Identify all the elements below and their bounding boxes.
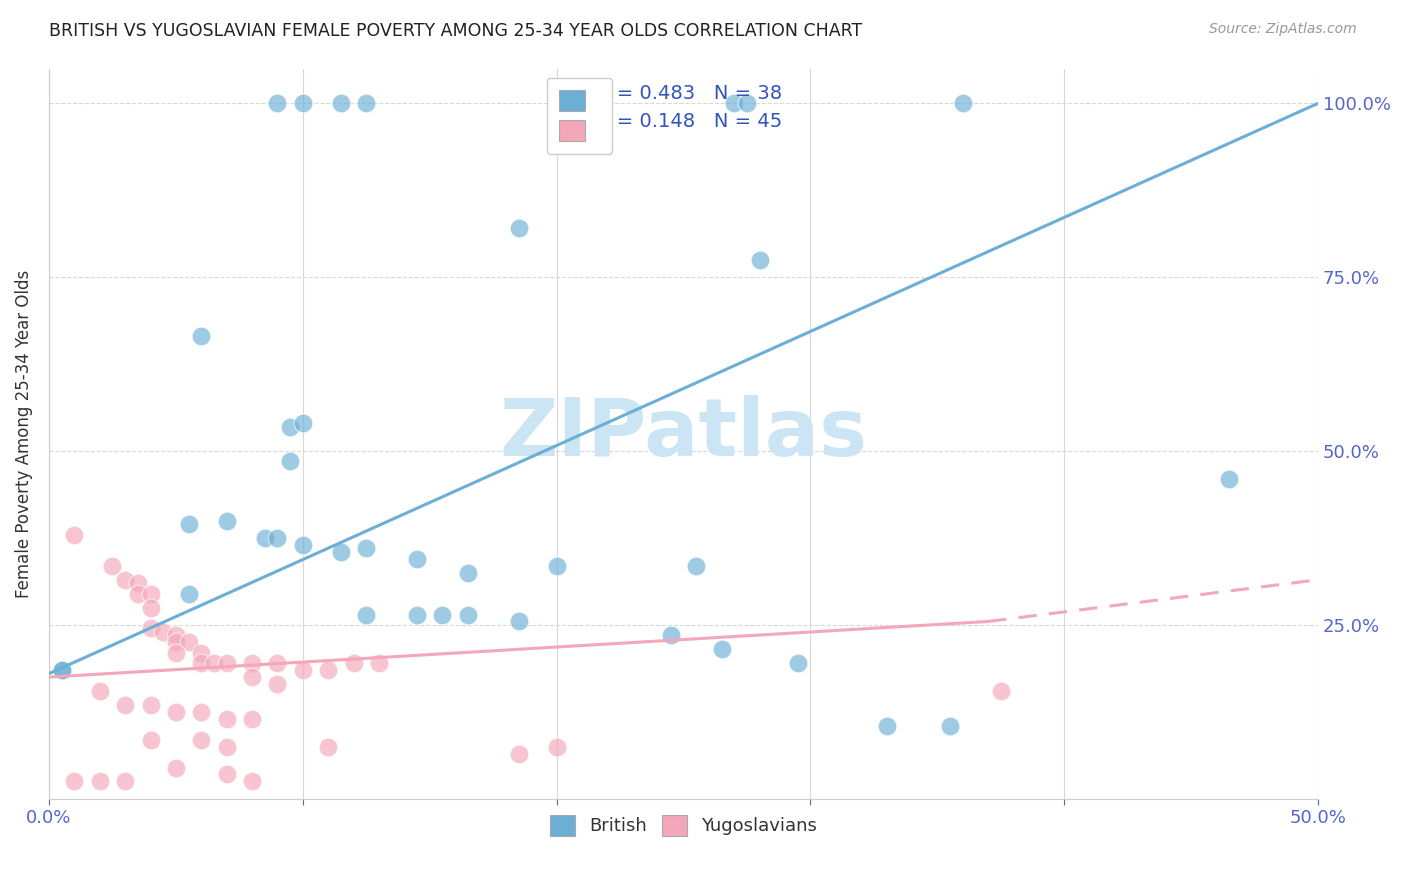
Point (291, 663, 314, 677)
Point (786, 657, 808, 671)
Point (165, 646, 187, 660)
Point (508, 221, 530, 235)
Point (165, 635, 187, 649)
Y-axis label: Female Poverty Among 25-34 Year Olds: Female Poverty Among 25-34 Year Olds (15, 269, 32, 598)
Point (190, 705, 212, 719)
Point (190, 646, 212, 660)
Point (114, 774, 136, 789)
Point (215, 712, 238, 726)
Point (63, 774, 86, 789)
Point (356, 607, 378, 622)
Point (546, 739, 568, 754)
Point (508, 615, 530, 629)
Point (1218, 472, 1240, 486)
Text: ZIPatlas: ZIPatlas (499, 394, 868, 473)
Point (165, 628, 187, 642)
Text: BRITISH VS YUGOSLAVIAN FEMALE POVERTY AMONG 25-34 YEAR OLDS CORRELATION CHART: BRITISH VS YUGOSLAVIAN FEMALE POVERTY AM… (49, 22, 862, 40)
Point (266, 531, 288, 545)
Point (710, 642, 733, 657)
Point (190, 657, 212, 671)
Point (316, 739, 339, 754)
Point (457, 566, 479, 580)
Point (291, 416, 314, 430)
Point (139, 698, 162, 712)
Point (240, 670, 263, 684)
Point (356, 541, 378, 556)
Point (876, 719, 898, 733)
Point (190, 732, 212, 747)
Point (723, 96, 745, 111)
Point (139, 732, 162, 747)
Point (139, 622, 162, 636)
Point (329, 96, 352, 111)
Point (406, 607, 429, 622)
Point (546, 558, 568, 573)
Point (685, 558, 707, 573)
Point (139, 600, 162, 615)
Point (253, 531, 276, 545)
Point (342, 657, 364, 671)
Point (368, 657, 391, 671)
Point (114, 698, 136, 712)
Point (139, 587, 162, 601)
Point (240, 657, 263, 671)
Point (165, 705, 187, 719)
Point (240, 774, 263, 789)
Point (266, 677, 288, 691)
Point (329, 545, 352, 559)
Point (215, 739, 238, 754)
Point (432, 607, 454, 622)
Point (939, 719, 962, 733)
Text: R = 0.483   N = 38: R = 0.483 N = 38 (598, 84, 782, 103)
Point (356, 96, 378, 111)
Point (508, 747, 530, 761)
Point (952, 96, 974, 111)
Point (215, 657, 238, 671)
Point (63, 527, 86, 541)
Point (278, 454, 301, 468)
Point (278, 419, 301, 434)
Point (735, 96, 758, 111)
Point (990, 684, 1012, 698)
Point (177, 587, 200, 601)
Point (291, 538, 314, 552)
Point (190, 329, 212, 343)
Point (51, 663, 73, 677)
Point (89, 684, 111, 698)
Point (165, 760, 187, 774)
Point (266, 657, 288, 671)
Point (240, 712, 263, 726)
Point (177, 517, 200, 532)
Point (266, 96, 288, 111)
Point (316, 663, 339, 677)
Point (114, 573, 136, 587)
Text: Source: ZipAtlas.com: Source: ZipAtlas.com (1209, 22, 1357, 37)
Point (127, 587, 149, 601)
Point (215, 514, 238, 528)
Point (101, 558, 124, 573)
Point (127, 576, 149, 591)
Point (748, 252, 770, 267)
Point (659, 628, 682, 642)
Legend: British, Yugoslavians: British, Yugoslavians (541, 805, 827, 845)
Point (152, 624, 174, 639)
Point (89, 774, 111, 789)
Point (177, 635, 200, 649)
Point (406, 552, 429, 566)
Text: R = 0.148   N = 45: R = 0.148 N = 45 (598, 112, 783, 131)
Point (457, 607, 479, 622)
Point (291, 96, 314, 111)
Point (51, 663, 73, 677)
Point (215, 767, 238, 781)
Point (202, 657, 225, 671)
